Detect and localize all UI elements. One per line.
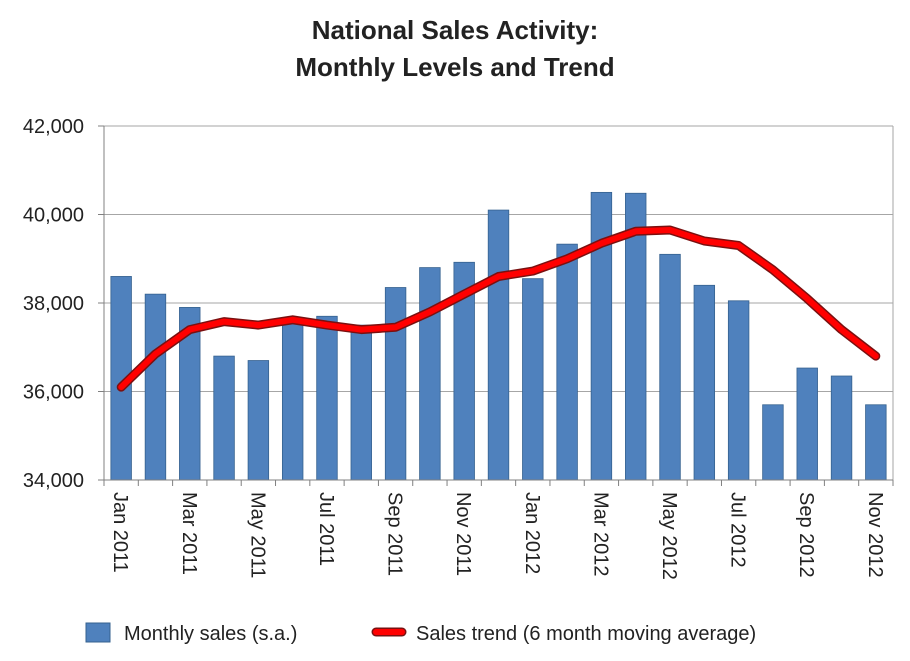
chart-title: National Sales Activity: Monthly Levels … [0, 12, 910, 86]
bar [487, 209, 510, 481]
bar [762, 404, 784, 481]
trend-series [116, 225, 881, 392]
bar [796, 367, 818, 481]
legend-bar-swatch [85, 622, 111, 643]
x-tick-label: Jan 2011 [109, 492, 131, 573]
axes [103, 126, 894, 486]
y-tick-label: 34,000 [23, 470, 84, 492]
bar [384, 287, 407, 481]
bar [316, 315, 338, 481]
y-tick-label: 36,000 [23, 382, 84, 404]
bar [350, 324, 372, 481]
bar [213, 355, 235, 481]
bar [281, 320, 304, 481]
bar [865, 404, 887, 481]
x-tick-label: Sep 2011 [384, 492, 406, 576]
x-tick-label: Jul 2011 [315, 492, 337, 566]
legend-line-label: Sales trend (6 month moving average) [416, 623, 756, 645]
bar [830, 375, 853, 481]
chart-title-line-1: National Sales Activity: [311, 15, 599, 45]
x-tick-label: Nov 2012 [864, 492, 886, 578]
bar [590, 191, 613, 481]
x-tick-label: Jan 2012 [521, 492, 543, 574]
x-tick-label: Mar 2012 [589, 492, 611, 577]
x-tick-label: May 2012 [658, 492, 680, 580]
bar [693, 284, 716, 481]
x-axis-tick-labels: Jan 2011 Mar 2011 May 2011 Jul 2011 Sep 2011… [109, 492, 886, 580]
y-tick-label: 40,000 [23, 205, 84, 227]
x-tick-label: Jul 2012 [727, 492, 749, 568]
chart-title-line-2: Monthly Levels and Trend [295, 52, 615, 82]
y-tick-label: 42,000 [23, 116, 84, 138]
bar [522, 278, 544, 481]
x-tick-label: Sep 2012 [795, 492, 817, 578]
bar-series [110, 191, 887, 481]
bar [419, 267, 441, 481]
y-axis-tick-labels: 34,000 36,000 38,000 40,000 42,000 [23, 116, 84, 492]
x-tick-label: May 2011 [246, 492, 268, 578]
x-tick-label: Mar 2011 [178, 492, 200, 575]
trend-line [118, 227, 879, 391]
y-tick-label: 38,000 [23, 293, 84, 315]
bar [659, 253, 681, 481]
bar [727, 300, 750, 481]
bar [247, 360, 270, 481]
legend: Monthly sales (s.a.) Sales trend (6 mont… [85, 622, 756, 645]
legend-bar-label: Monthly sales (s.a.) [124, 623, 297, 645]
bar [144, 293, 167, 481]
x-tick-label: Nov 2011 [452, 492, 474, 576]
bar [556, 243, 578, 481]
